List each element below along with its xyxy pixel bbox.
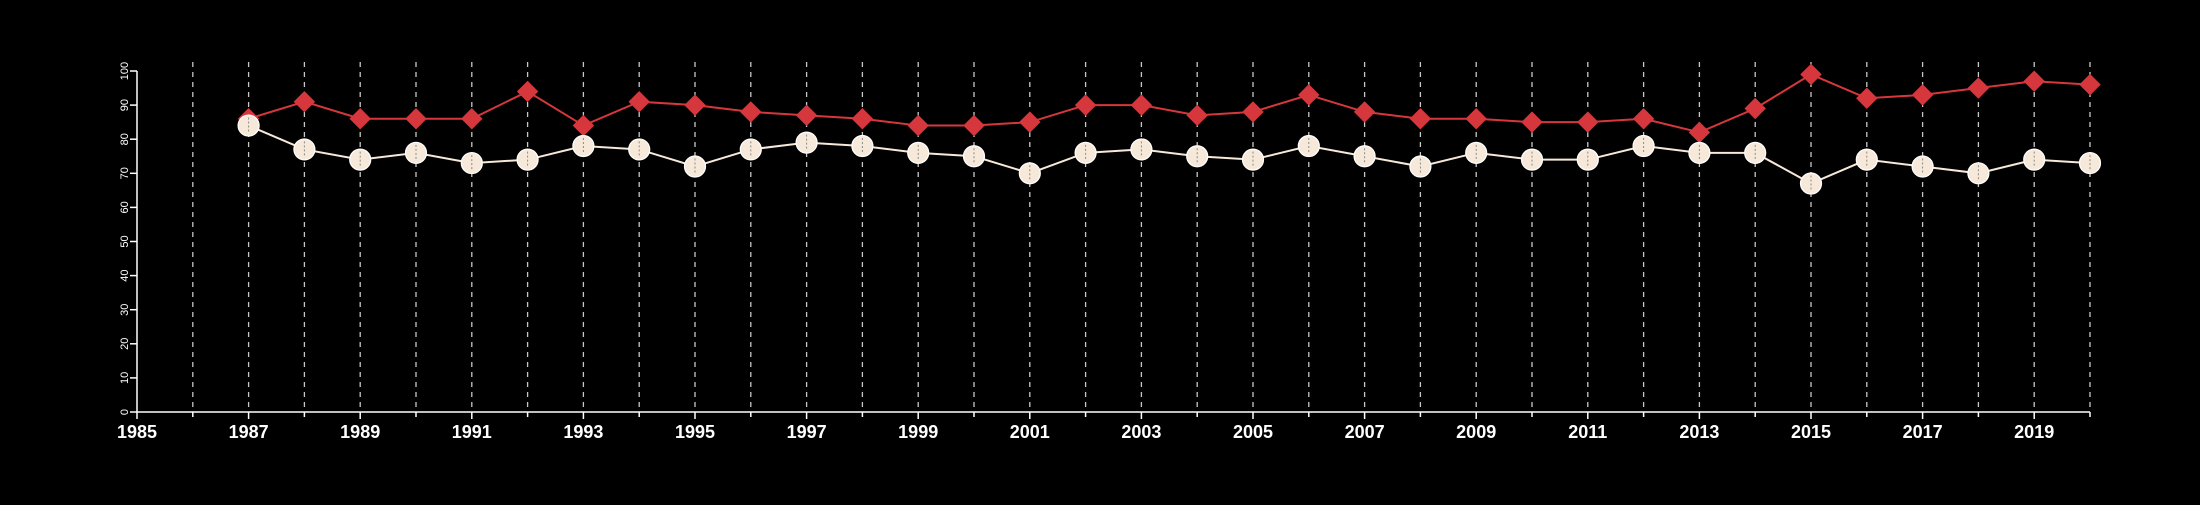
data-point-diamond [461,108,483,130]
series-circle [237,114,2102,195]
series-diamond [237,63,2101,144]
y-tick-label: 20 [119,338,131,350]
data-point-diamond [1019,111,1041,133]
y-tick-label: 100 [119,62,131,80]
x-tick-label: 2011 [1568,422,1607,442]
data-point-diamond [851,108,874,130]
x-tick-label: 1987 [229,422,269,442]
x-tick-label: 2007 [1345,422,1385,442]
x-tick-label: 2005 [1233,422,1273,442]
data-point-diamond [1130,94,1153,116]
x-tick-label: 2009 [1456,422,1496,442]
data-point-diamond [516,80,539,103]
data-point-diamond [1577,111,1599,133]
data-point-diamond [2023,70,2045,92]
data-point-diamond [1967,77,1990,99]
data-point-diamond [628,90,650,113]
data-point-diamond [2079,73,2101,96]
data-point-diamond [740,101,762,123]
x-tick-label: 1995 [675,422,715,442]
data-point-diamond [684,94,706,116]
y-tick-label: 80 [119,133,131,145]
data-point-diamond [795,104,818,127]
data-point-diamond [963,114,985,137]
series-line [248,73,2091,134]
data-point-diamond [1744,97,1766,120]
x-tick-label: 2003 [1121,422,1161,442]
y-tick-label: 40 [119,269,131,281]
x-tick-label: 1989 [340,422,380,442]
data-point-diamond [349,108,371,130]
series-group [237,63,2102,195]
x-tick-label: 2013 [1679,422,1719,442]
data-point-diamond [1242,101,1264,123]
x-tick-label: 2001 [1010,422,1050,442]
data-point-diamond [1409,108,1432,130]
y-tick-label: 60 [119,201,131,213]
y-tick-label: 30 [119,304,131,316]
x-tick-label: 1985 [117,422,157,442]
y-tick-label: 50 [119,235,131,247]
x-tick-label: 1991 [452,422,492,442]
x-tick-label: 1999 [898,422,938,442]
x-tick-label: 1993 [563,422,603,442]
data-point-diamond [1074,94,1097,116]
data-point-diamond [1800,63,1822,86]
y-tick-label: 10 [119,372,131,384]
y-tick-label: 70 [119,167,131,179]
x-tick-label: 1997 [787,422,827,442]
data-point-diamond [1521,111,1543,133]
data-point-diamond [1465,108,1487,130]
data-point-diamond [1298,84,1320,106]
axes: 0 10 20 30 40 50 60 70 80 90 100 1985 1987 1989 1991 19… [117,62,2091,442]
y-tick-label: 90 [119,99,131,111]
y-tick-label: 0 [119,409,131,415]
gridlines [192,62,2091,412]
x-tick-label: 2019 [2014,422,2054,442]
x-tick-label: 2015 [1791,422,1831,442]
data-point-diamond [1856,87,1878,109]
data-point-diamond [405,108,427,130]
data-point-diamond [572,114,595,137]
data-point-diamond [1911,84,1934,106]
data-point-diamond [907,114,929,137]
data-point-diamond [293,90,316,113]
data-point-diamond [1688,121,1711,144]
data-point-diamond [1632,108,1655,130]
x-tick-label: 2017 [1903,422,1943,442]
series-line [248,124,2091,185]
data-point-diamond [1186,104,1208,127]
data-point-diamond [1353,101,1376,123]
